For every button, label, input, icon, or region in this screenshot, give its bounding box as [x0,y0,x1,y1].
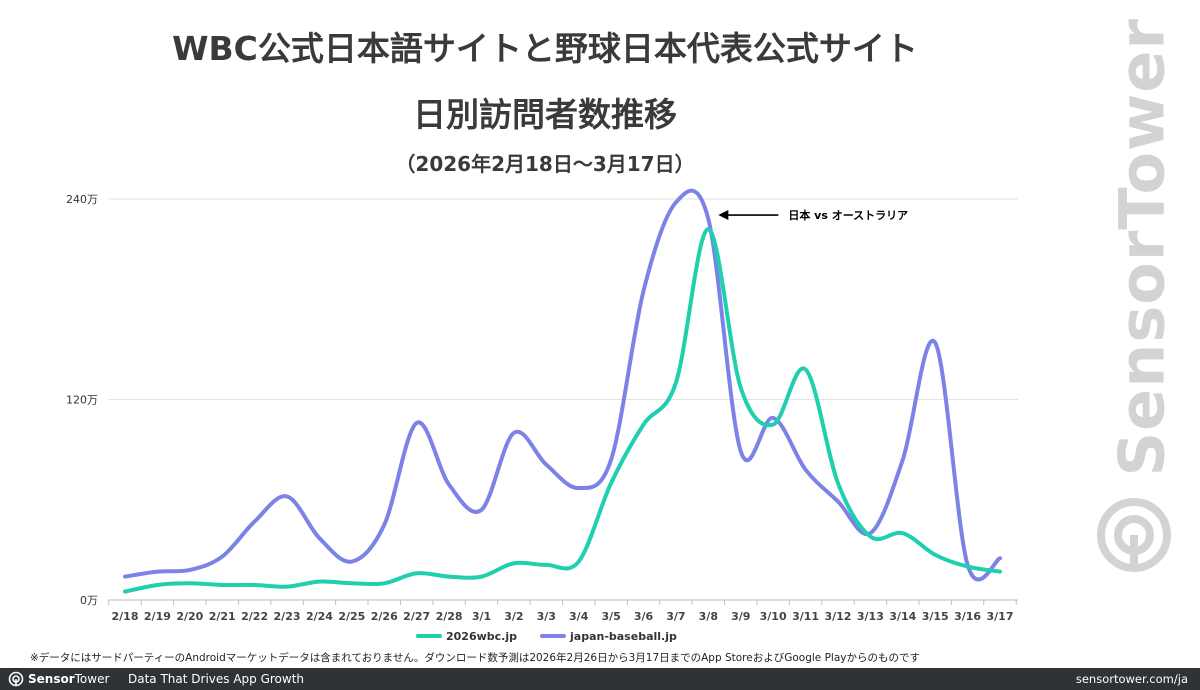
watermark-text: SensorTower [1105,18,1179,477]
x-tick-label: 3/2 [504,610,523,623]
x-tick-label: 2/22 [241,610,268,623]
footer-tagline: Data That Drives App Growth [128,672,305,686]
footer-brand-tower: Tower [74,672,110,686]
sensortower-logo-icon [1097,498,1171,572]
x-tick-label: 3/4 [569,610,589,623]
x-tick-label: 2/28 [436,610,463,623]
x-tick-label: 2/27 [403,610,430,623]
x-tick-label: 3/3 [537,610,556,623]
x-tick-label: 3/13 [857,610,884,623]
x-tick-label: 2/20 [176,610,203,623]
x-tick-label: 2/19 [144,610,171,623]
x-tick-label: 3/9 [731,610,750,623]
footer-url[interactable]: sensortower.com/ja [1075,672,1188,686]
x-tick-label: 3/6 [634,610,654,623]
series-lines [123,188,1002,594]
x-tick-label: 3/15 [922,610,949,623]
x-tick-label: 2/25 [338,610,365,623]
x-tick-label: 3/8 [699,610,718,623]
x-tick-label: 3/10 [760,610,787,623]
x-tick-label: 2/24 [306,610,333,623]
chart-title-line1: WBC公式日本語サイトと野球日本代表公式サイト [172,29,918,68]
sensortower-brand-icon [8,671,24,687]
x-tick-label: 2/18 [112,610,139,623]
chart-title-line2: 日別訪問者数推移 [413,95,677,134]
x-tick-label: 2/26 [371,610,398,623]
x-axis-ticks: 2/18 2/19 2/20 2/21 2/22 2/23 2/24 2/25 2/26 2/27… [108,600,1017,623]
footer-brand-sensor: Sensor [28,672,75,686]
footnote: ※データにはサードパーティーのAndroidマーケットデータは含まれておりません… [30,652,920,664]
y-tick-label: 240万 [66,193,98,206]
annotation-label: 日本 vs オーストラリア [788,208,908,222]
x-tick-label: 3/5 [601,610,620,623]
annotation-arrowhead [718,210,729,221]
x-tick-label: 3/11 [792,610,819,623]
y-tick-label: 0万 [80,594,98,607]
series-line-2026wbc.jp [123,227,1002,594]
legend-label: japan-baseball.jp [569,630,677,643]
legend-label: 2026wbc.jp [446,630,517,643]
x-tick-label: 3/14 [889,610,916,623]
x-tick-label: 3/1 [472,610,491,623]
x-tick-label: 3/12 [824,610,851,623]
footer-bar: Sensor Tower Data That Drives App Growth… [0,668,1200,690]
legend: 2026wbc.jp japan-baseball.jp [416,630,677,643]
x-tick-label: 2/23 [274,610,301,623]
series-line-japan-baseball.jp [123,188,1002,582]
sensortower-watermark: SensorTower [1092,18,1182,640]
x-tick-label: 3/16 [954,610,981,623]
y-axis-ticks: 0万 120万 240万 [66,193,98,607]
chart-subtitle-period: （2026年2月18日〜3月17日） [395,152,695,176]
footer-brand[interactable]: Sensor Tower [8,668,109,690]
annotation: 日本 vs オーストラリア [718,208,908,222]
y-tick-label: 120万 [66,394,98,407]
x-tick-label: 3/17 [987,610,1014,623]
x-tick-label: 3/7 [666,610,685,623]
x-tick-label: 2/21 [209,610,236,623]
